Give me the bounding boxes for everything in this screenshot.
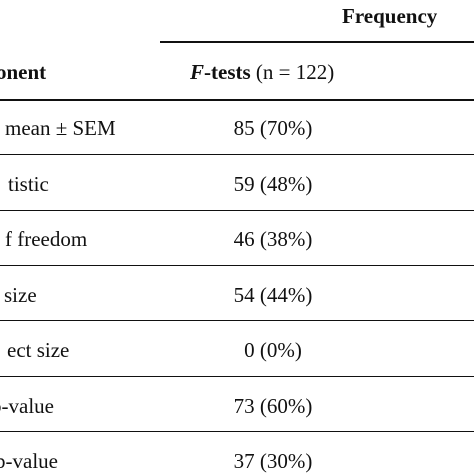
table-row-value: 59 (48%) — [233, 172, 313, 196]
row-divider — [0, 154, 474, 156]
row-divider — [0, 431, 474, 433]
table-row-label: size — [4, 283, 37, 307]
component-column-header: onent — [0, 60, 47, 84]
row-divider — [0, 376, 474, 378]
table-row-label: mean ± SEM — [5, 116, 116, 140]
ftests-f-letter: F — [190, 60, 205, 84]
ftests-column-header: F-tests (n = 122) — [190, 60, 334, 85]
table-row-value: 73 (60%) — [233, 394, 313, 418]
row-divider — [0, 265, 474, 267]
table-row-label: tistic — [8, 172, 49, 196]
ftests-label: -tests — [204, 60, 251, 84]
ftests-count: (n = 122) — [250, 60, 335, 84]
table-row-label: p-value — [0, 394, 54, 418]
group-header-rule — [160, 41, 474, 43]
table-row-label: p-value — [0, 449, 58, 473]
table-row-label: f freedom — [5, 227, 88, 251]
frequency-column-group-header: Frequency — [342, 4, 438, 28]
table-row-value: 54 (44%) — [233, 283, 313, 307]
header-bottom-rule — [0, 99, 474, 101]
row-divider — [0, 210, 474, 212]
row-divider — [0, 320, 474, 322]
table-row-label: ect size — [7, 338, 70, 362]
table-row-value: 85 (70%) — [233, 116, 313, 140]
table-row-value: 0 (0%) — [244, 338, 302, 362]
table-row-value: 37 (30%) — [233, 449, 313, 473]
table-row-value: 46 (38%) — [233, 227, 313, 251]
